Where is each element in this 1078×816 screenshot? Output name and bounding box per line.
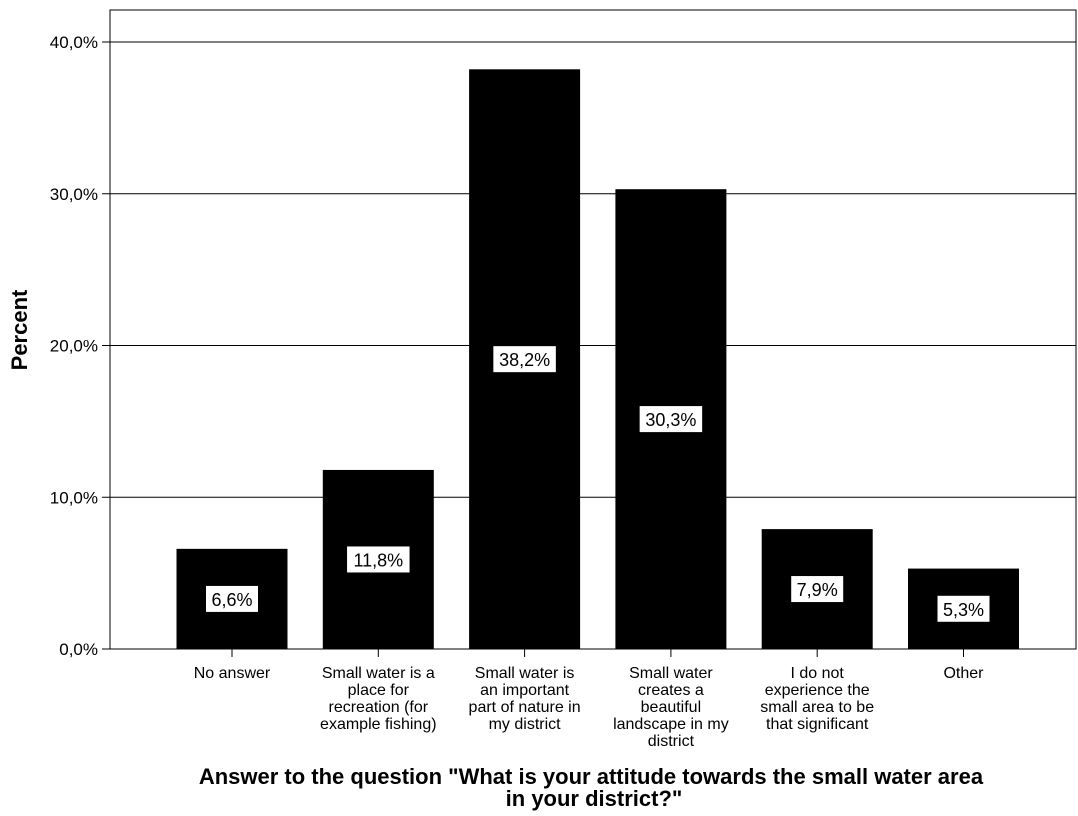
data-label-box xyxy=(639,406,703,433)
data-label-box xyxy=(937,595,990,622)
data-label: 5,3% xyxy=(943,600,984,620)
category-label: Small water is an important part of nature… xyxy=(469,665,581,733)
category-label: Small water creates a beautiful landscape i… xyxy=(613,665,729,750)
bars: 6,6% 11,8% 38,2% 30,3% 7,9% 5,3% xyxy=(176,69,1019,649)
category-label: Small water is a place for recreation (for… xyxy=(320,665,437,733)
y-tick-label: 10,0% xyxy=(50,488,98,507)
x-axis-title-line-1: Answer to the question "What is your att… xyxy=(199,764,984,789)
x-axis-categories: No answer Small water is a place for recrea… xyxy=(194,649,984,750)
data-label: 38,2% xyxy=(499,350,550,370)
data-label: 7,9% xyxy=(797,580,838,600)
data-label: 6,6% xyxy=(211,590,252,610)
y-tick-label: 30,0% xyxy=(50,185,98,204)
y-axis-ticks: 0,0% 10,0% 20,0% 30,0% 40,0% xyxy=(50,33,110,659)
data-label-box xyxy=(347,546,410,573)
y-axis-title: Percent xyxy=(7,289,32,370)
data-label-box xyxy=(493,346,556,373)
category-label: I do not experience the small area to be th… xyxy=(760,665,874,733)
data-label: 30,3% xyxy=(645,410,696,430)
data-label-box xyxy=(791,576,844,603)
x-axis-title: Answer to the question "What is your att… xyxy=(199,764,989,811)
y-tick-label: 40,0% xyxy=(50,33,98,52)
data-label-box xyxy=(206,585,258,612)
y-tick-label: 20,0% xyxy=(50,337,98,356)
x-axis-title-line-2: in your district?" xyxy=(506,786,683,811)
data-label: 11,8% xyxy=(353,550,403,570)
category-label: Other xyxy=(943,665,984,682)
y-tick-label: 0,0% xyxy=(59,640,98,659)
category-label: No answer xyxy=(194,665,271,682)
